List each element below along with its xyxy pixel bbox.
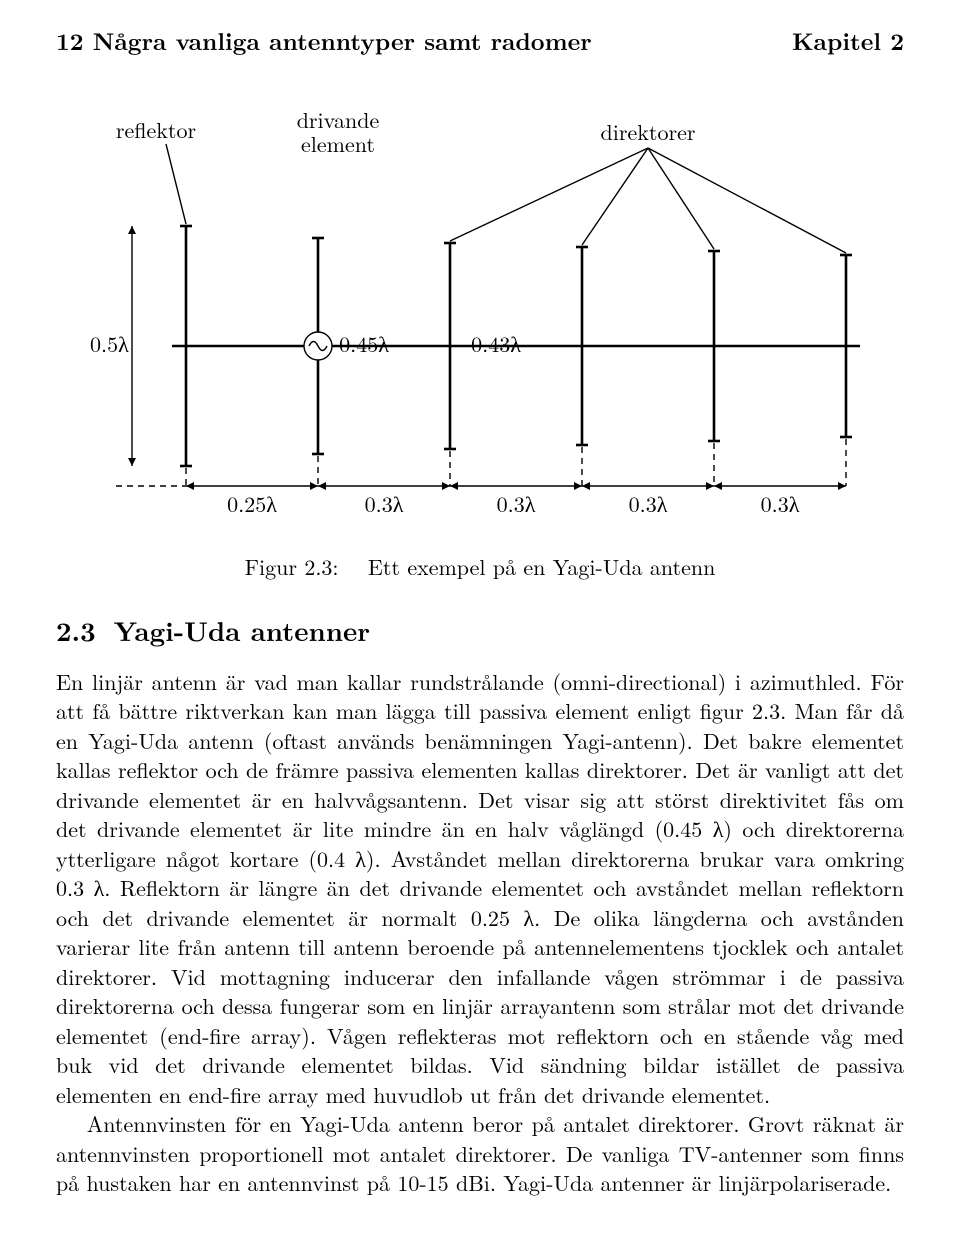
svg-text:element: element — [301, 128, 375, 159]
running-header: 12 Några vanliga antenntyper samt radome… — [56, 24, 904, 58]
svg-text:0.43λ: 0.43λ — [471, 328, 521, 359]
section-title: Yagi-Uda antenner — [114, 610, 370, 649]
header-right: Kapitel 2 — [792, 24, 904, 58]
svg-text:0.3λ: 0.3λ — [761, 488, 800, 519]
svg-text:0.5λ: 0.5λ — [90, 328, 129, 359]
header-left: 12 Några vanliga antenntyper samt radome… — [56, 24, 592, 58]
svg-text:0.3λ: 0.3λ — [497, 488, 536, 519]
page: 12 Några vanliga antenntyper samt radome… — [0, 0, 960, 1237]
svg-text:direktorer: direktorer — [601, 116, 696, 147]
paragraph: En linjär antenn är vad man kallar runds… — [56, 667, 904, 1109]
svg-text:0.3λ: 0.3λ — [365, 488, 404, 519]
figure-yagi: reflektordrivandeelementdirektorer0.5λ0.… — [56, 86, 904, 531]
svg-text:0.45λ: 0.45λ — [339, 328, 389, 359]
caption-text: Ett exempel på en Yagi-Uda antenn — [368, 551, 715, 582]
section-number: 2.3 — [56, 610, 96, 649]
figure-caption: Figur 2.3: Ett exempel på en Yagi-Uda an… — [56, 551, 904, 582]
svg-text:reflektor: reflektor — [116, 114, 196, 145]
section-heading: 2.3 Yagi-Uda antenner — [56, 610, 904, 649]
yagi-diagram: reflektordrivandeelementdirektorer0.5λ0.… — [56, 86, 904, 526]
paragraph: Antennvinsten för en Yagi-Uda antenn ber… — [56, 1109, 904, 1197]
body-text: En linjär antenn är vad man kallar runds… — [56, 667, 904, 1197]
svg-text:0.25λ: 0.25λ — [227, 488, 277, 519]
svg-text:0.3λ: 0.3λ — [629, 488, 668, 519]
caption-prefix: Figur 2.3: — [245, 551, 339, 582]
